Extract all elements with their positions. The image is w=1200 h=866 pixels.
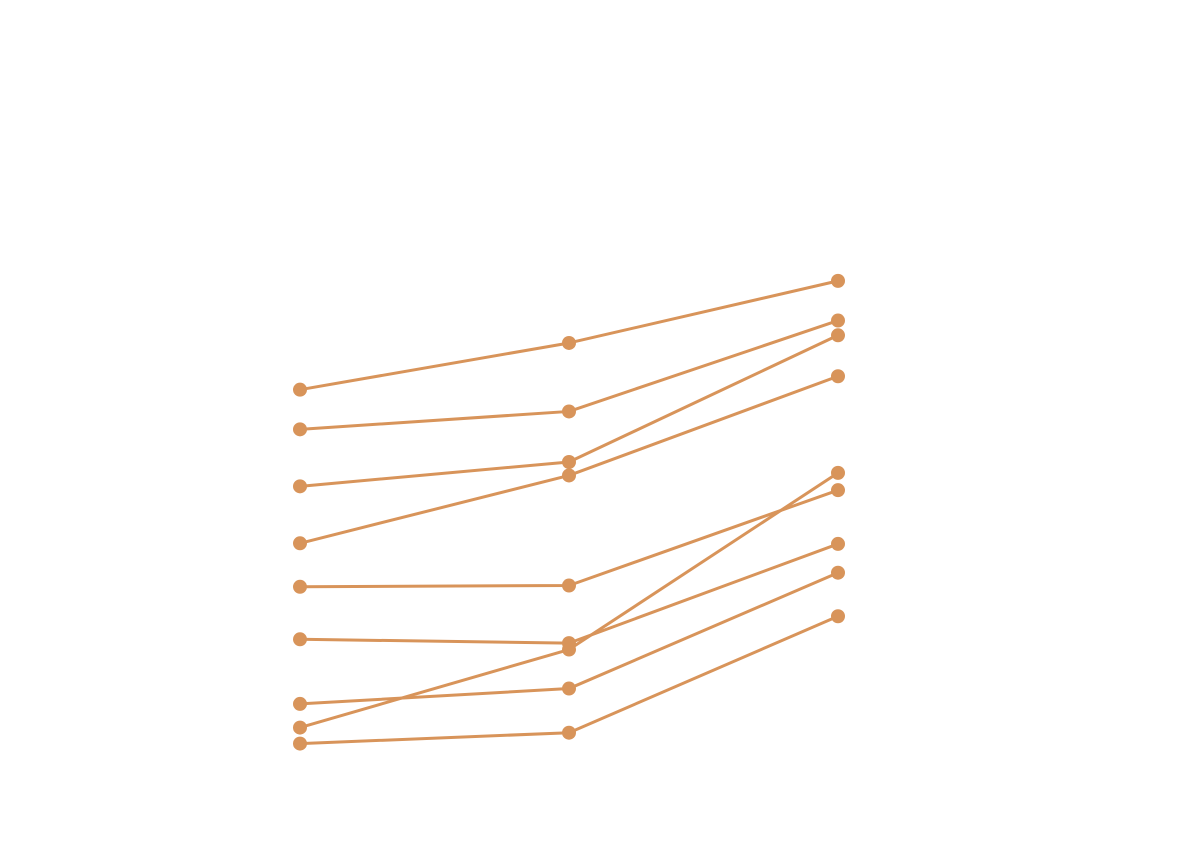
series-0 — [293, 273, 845, 397]
data-point — [831, 565, 845, 580]
series-7 — [293, 465, 845, 735]
data-point — [562, 455, 576, 469]
data-point — [562, 681, 576, 696]
data-point — [831, 536, 845, 551]
data-point — [831, 273, 845, 288]
data-point — [562, 468, 576, 483]
series-6 — [293, 565, 845, 711]
series-line — [298, 614, 840, 746]
data-point — [831, 369, 845, 384]
series-5 — [293, 536, 845, 651]
series-3 — [293, 369, 845, 551]
data-point — [293, 422, 307, 437]
data-point — [562, 578, 576, 593]
data-point — [831, 313, 845, 328]
data-point — [562, 335, 576, 350]
series-4 — [293, 483, 845, 594]
data-point — [831, 609, 845, 624]
data-point — [562, 642, 576, 657]
data-point — [293, 479, 307, 494]
series-line — [298, 542, 840, 645]
data-point — [293, 536, 307, 551]
data-point — [831, 483, 845, 498]
data-point — [562, 404, 576, 419]
data-point — [293, 736, 307, 751]
data-point — [293, 696, 307, 711]
data-point — [293, 579, 307, 594]
series-8 — [293, 609, 845, 751]
data-point — [293, 720, 307, 735]
data-point — [831, 328, 845, 343]
series-1 — [293, 313, 845, 437]
series-2 — [293, 328, 845, 494]
data-point — [293, 632, 307, 647]
data-point — [293, 382, 307, 397]
data-point — [562, 725, 576, 740]
data-point — [831, 465, 845, 480]
